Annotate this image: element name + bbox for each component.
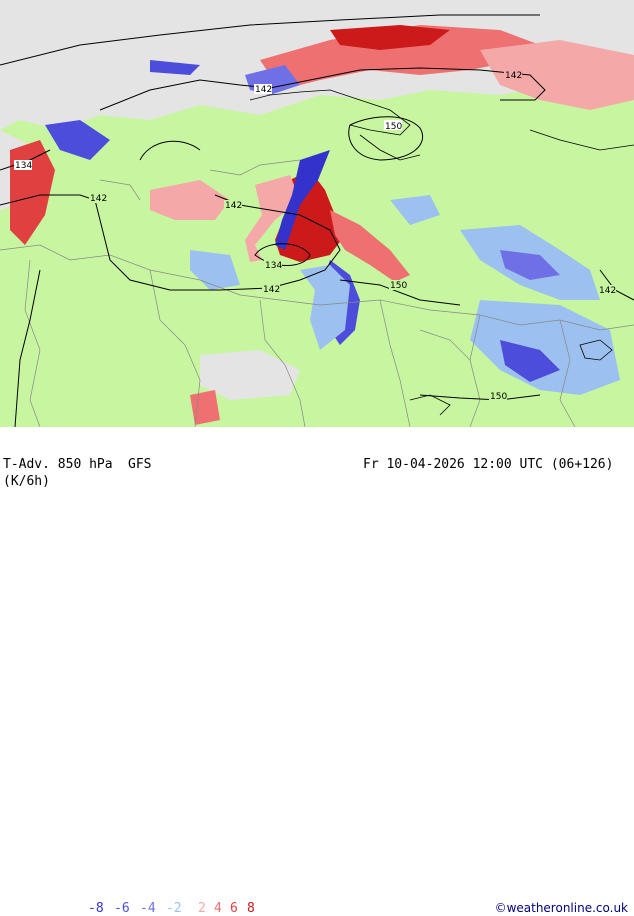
map-title: T-Adv. 850 hPa bbox=[3, 457, 113, 472]
cold-advection-light bbox=[300, 265, 350, 350]
units-label: (K/6h) bbox=[3, 474, 50, 489]
legend-value: -4 bbox=[140, 901, 156, 916]
warm-northeast bbox=[480, 40, 634, 110]
legend-value: 4 bbox=[214, 901, 222, 916]
contour-label: 134 bbox=[265, 261, 282, 271]
valid-datetime: Fr 10-04-2026 12:00 UTC (06+126) bbox=[363, 457, 614, 472]
warm-south bbox=[190, 390, 220, 425]
warm-arctic-band bbox=[260, 25, 540, 90]
warm-west-light bbox=[150, 180, 230, 220]
contour-label: 150 bbox=[385, 122, 402, 132]
cold-southeast bbox=[470, 300, 620, 395]
cold-west bbox=[45, 120, 110, 160]
cold-south-west bbox=[190, 250, 240, 290]
warm-advection-light bbox=[245, 175, 300, 262]
model-name: GFS bbox=[128, 457, 152, 472]
weather-map: 142 142 150 134 142 142 134 142 150 142 … bbox=[0, 0, 634, 427]
contour-label: 150 bbox=[490, 392, 507, 402]
legend-value: -2 bbox=[166, 901, 182, 916]
contour-label: 142 bbox=[505, 71, 522, 81]
coastlines bbox=[249, 89, 634, 416]
legend-value: -8 bbox=[88, 901, 104, 916]
warm-advection-mid bbox=[330, 210, 410, 282]
cold-east-core bbox=[500, 250, 560, 280]
cold-advection-band bbox=[275, 150, 330, 250]
contour-label: 150 bbox=[390, 281, 407, 291]
map-footer: T-Adv. 850 hPa GFS Fr 10-04-2026 12:00 U… bbox=[0, 427, 634, 916]
legend-value: 2 bbox=[198, 901, 206, 916]
lake-area bbox=[200, 350, 300, 400]
legend-value: 8 bbox=[247, 901, 255, 916]
credit-link[interactable]: ©weatheronline.co.uk bbox=[494, 901, 628, 915]
legend-value: 6 bbox=[230, 901, 238, 916]
country-borders bbox=[0, 159, 634, 427]
contour-label: 142 bbox=[90, 194, 107, 204]
warm-arctic-core bbox=[330, 25, 450, 50]
contour-label: 142 bbox=[599, 286, 616, 296]
contour-label: 134 bbox=[15, 161, 32, 171]
contour-labels: 142 142 150 134 142 142 134 142 150 142 … bbox=[14, 69, 616, 402]
cold-north-center bbox=[390, 195, 440, 225]
cold-southeast-core bbox=[500, 340, 560, 382]
contour-label: 142 bbox=[225, 201, 242, 211]
cold-arctic bbox=[150, 60, 200, 75]
contour-label: 142 bbox=[255, 85, 272, 95]
contour-label: 142 bbox=[263, 285, 280, 295]
legend-value: -6 bbox=[114, 901, 130, 916]
